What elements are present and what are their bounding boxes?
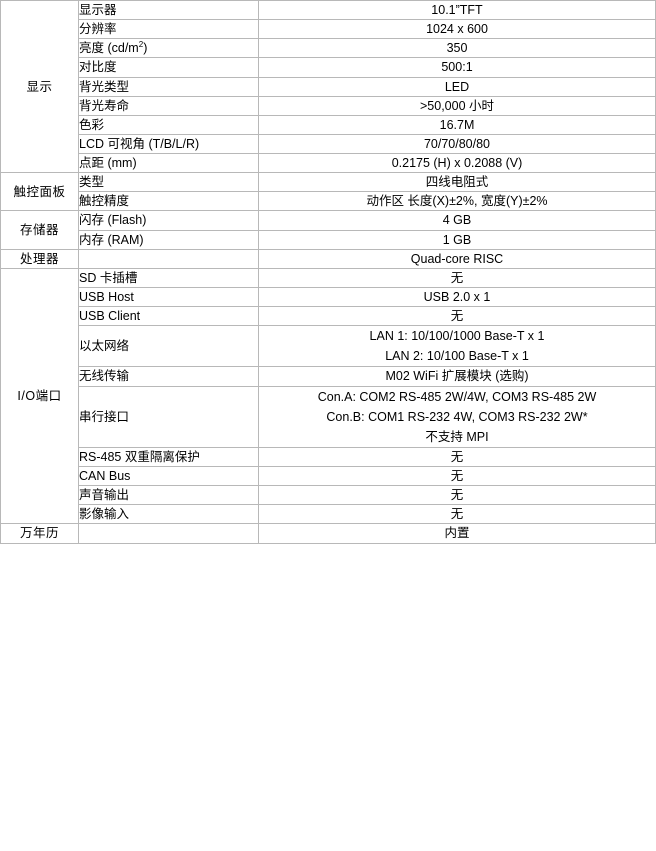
item-cell: USB Client — [78, 305, 259, 327]
category-cell-touchpanel: 触控面板 — [0, 172, 79, 212]
item-cell-empty — [78, 523, 259, 544]
value-cell: 无 — [258, 305, 656, 327]
category-cell-processor: 处理器 — [0, 248, 79, 269]
item-cell: 分辨率 — [78, 19, 259, 40]
item-cell: 以太网络 — [78, 325, 259, 368]
item-cell: 触控精度 — [78, 191, 259, 212]
value-line: LAN 2: 10/100 Base-T x 1 — [385, 349, 529, 364]
value-cell: Quad-core RISC — [258, 248, 656, 269]
item-cell: 背光类型 — [78, 76, 259, 97]
value-cell: 0.2175 (H) x 0.2088 (V) — [258, 152, 656, 174]
item-cell-brightness: 亮度 (cd/m2) — [78, 38, 259, 59]
value-cell: M02 WiFi 扩展模块 (选购) — [258, 366, 656, 387]
item-cell: 类型 — [78, 172, 259, 193]
value-cell: >50,000 小时 — [258, 95, 656, 116]
category-cell-display: 显示 — [0, 0, 79, 174]
value-cell: 无 — [258, 267, 656, 288]
table-row: USB Client 无 — [1, 305, 656, 327]
item-cell: RS-485 双重隔离保护 — [78, 446, 259, 468]
value-line: Con.B: COM1 RS-232 4W, COM3 RS-232 2W* — [326, 409, 588, 424]
table-row: USB Host USB 2.0 x 1 — [1, 286, 656, 308]
item-cell: 影像输入 — [78, 504, 259, 525]
item-cell: 串行接口 — [78, 385, 259, 448]
category-cell-calendar: 万年历 — [0, 523, 79, 544]
table-row: 触控精度 动作区 长度(X)±2%, 宽度(Y)±2% — [1, 191, 656, 212]
value-cell: 内置 — [258, 523, 656, 544]
value-cell: 无 — [258, 485, 656, 506]
value-cell: 500:1 — [258, 57, 656, 78]
table-row: LCD 可视角 (T/B/L/R) 70/70/80/80 — [1, 133, 656, 155]
table-row: 无线传输 M02 WiFi 扩展模块 (选购) — [1, 366, 656, 387]
item-cell: LCD 可视角 (T/B/L/R) — [78, 133, 259, 155]
table-row: 声音输出 无 — [1, 485, 656, 506]
value-line: 不支持 MPI — [425, 429, 489, 444]
item-cell: 声音输出 — [78, 485, 259, 506]
item-cell: 对比度 — [78, 57, 259, 78]
value-cell: 动作区 长度(X)±2%, 宽度(Y)±2% — [258, 191, 656, 212]
value-cell: 无 — [258, 465, 656, 487]
value-cell-ethernet: LAN 1: 10/100/1000 Base-T x 1 LAN 2: 10/… — [258, 325, 656, 368]
value-cell-serial: Con.A: COM2 RS-485 2W/4W, COM3 RS-485 2W… — [258, 385, 656, 448]
table-row: 对比度 500:1 — [1, 57, 656, 78]
table-row: 影像输入 无 — [1, 504, 656, 525]
value-cell: 无 — [258, 446, 656, 468]
table-row: 显示 显示器 10.1”TFT — [0, 0, 656, 174]
value-cell: USB 2.0 x 1 — [258, 286, 656, 308]
item-cell: CAN Bus — [78, 465, 259, 487]
value-cell: 70/70/80/80 — [258, 133, 656, 155]
item-cell: 色彩 — [78, 114, 259, 135]
value-cell: 10.1”TFT — [258, 0, 656, 21]
table-row: RS-485 双重隔离保护 无 — [1, 446, 656, 468]
value-cell: 1 GB — [258, 229, 656, 250]
table-row: 色彩 16.7M — [1, 114, 656, 135]
category-cell-io-ports: I/O端口 — [0, 267, 79, 525]
table-row: 以太网络 LAN 1: 10/100/1000 Base-T x 1 LAN 2… — [1, 325, 656, 368]
table-row: 点距 (mm) 0.2175 (H) x 0.2088 (V) — [1, 152, 656, 174]
table-row: 亮度 (cd/m2) 350 — [1, 38, 656, 59]
value-cell: LED — [258, 76, 656, 97]
item-cell-empty — [78, 248, 259, 269]
specification-table: 显示 显示器 10.1”TFT 分辨率 1024 x 600 亮度 (cd/m2… — [0, 0, 656, 544]
category-cell-storage: 存储器 — [0, 210, 79, 250]
table-row: 处理器 Quad-core RISC — [0, 248, 656, 269]
table-row: 串行接口 Con.A: COM2 RS-485 2W/4W, COM3 RS-4… — [1, 385, 656, 448]
item-cell: 显示器 — [78, 0, 259, 21]
value-cell: 无 — [258, 504, 656, 525]
superscript-two: 2 — [138, 40, 144, 50]
table-row: 背光寿命 >50,000 小时 — [1, 95, 656, 116]
table-row: 背光类型 LED — [1, 76, 656, 97]
item-cell: 闪存 (Flash) — [78, 210, 259, 231]
item-cell: 点距 (mm) — [78, 152, 259, 174]
item-cell: SD 卡插槽 — [78, 267, 259, 288]
item-cell: 无线传输 — [78, 366, 259, 387]
value-line: LAN 1: 10/100/1000 Base-T x 1 — [369, 329, 545, 344]
value-cell: 四线电阻式 — [258, 172, 656, 193]
item-label-base: 亮度 (cd/m — [79, 41, 139, 56]
item-cell: 内存 (RAM) — [78, 229, 259, 250]
table-row: 触控面板 类型 四线电阻式 — [0, 172, 656, 212]
table-row: 分辨率 1024 x 600 — [1, 19, 656, 40]
table-row: CAN Bus 无 — [1, 465, 656, 487]
value-cell: 1024 x 600 — [258, 19, 656, 40]
table-row: 存储器 闪存 (Flash) 4 GB — [0, 210, 656, 250]
value-cell: 4 GB — [258, 210, 656, 231]
value-cell: 350 — [258, 38, 656, 59]
value-cell: 16.7M — [258, 114, 656, 135]
table-row: 万年历 内置 — [0, 523, 656, 544]
item-cell: USB Host — [78, 286, 259, 308]
item-cell: 背光寿命 — [78, 95, 259, 116]
table-row: 内存 (RAM) 1 GB — [1, 229, 656, 250]
item-label-tail: ) — [143, 41, 148, 56]
table-row: I/O端口 SD 卡插槽 无 — [0, 267, 656, 525]
value-line: Con.A: COM2 RS-485 2W/4W, COM3 RS-485 2W — [317, 389, 597, 404]
